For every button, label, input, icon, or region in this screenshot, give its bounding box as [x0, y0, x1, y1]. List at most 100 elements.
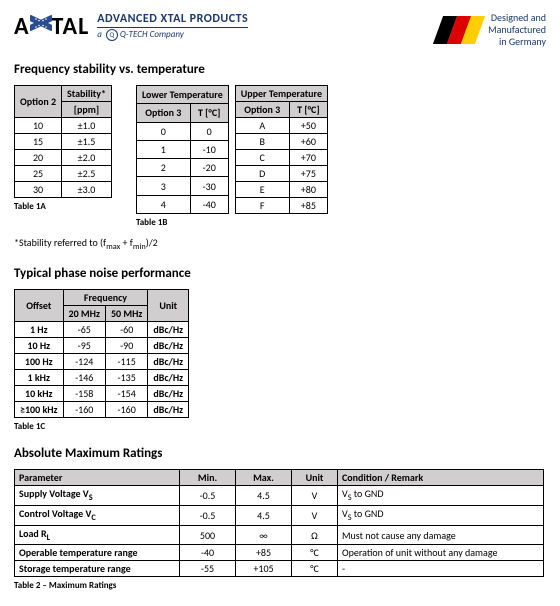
table-cell: -0.5	[180, 505, 236, 525]
table-cell: -40	[190, 195, 228, 213]
table-row: 10 kHz-158-154dBc/Hz	[15, 386, 189, 402]
table-cell: 1 kHz	[15, 370, 64, 386]
param-cell: Supply Voltage VS	[15, 486, 180, 506]
th-upper: Upper Temperature	[235, 86, 327, 102]
th-max: Max.	[236, 470, 292, 486]
brand-a: A	[14, 12, 30, 41]
brand-block: A TAL ADVANCED XTAL PRODUCTS a QQ-TECH C…	[14, 12, 248, 41]
table-row: 1-10	[136, 140, 228, 158]
table-row: 4-40	[136, 195, 228, 213]
param-cell: Control Voltage VC	[15, 505, 180, 525]
made-in-line: in Germany	[488, 36, 546, 48]
table-cell: ±1.5	[62, 134, 112, 150]
table-cell: 500	[180, 525, 236, 545]
table-cell: 10 Hz	[15, 338, 64, 354]
table-cell: -160	[63, 402, 105, 418]
th-opt3: Option 3	[235, 102, 289, 118]
table-cell: dBc/Hz	[148, 386, 189, 402]
table-cell: C	[235, 150, 289, 166]
header-right: Designed and Manufactured in Germany	[438, 12, 546, 48]
param-cell: Operable temperature range	[15, 545, 180, 561]
table-row: 100 Hz-124-115dBc/Hz	[15, 354, 189, 370]
table-cell: B	[235, 134, 289, 150]
th-ppm: [ppm]	[62, 102, 112, 118]
cond-cell: Operation of unit without any damage	[338, 545, 544, 561]
table-cell: -30	[190, 177, 228, 195]
tbody-1c: 1 Hz-65-60dBc/Hz10 Hz-95-90dBc/Hz100 Hz-…	[15, 322, 189, 418]
table-row: A+50	[235, 118, 327, 134]
cond-cell: -	[338, 561, 544, 577]
section-title-stability: Frequency stability vs. temperature	[14, 62, 546, 77]
table-cell: dBc/Hz	[148, 370, 189, 386]
fn-sub: min	[133, 242, 146, 252]
th-freq: Frequency	[63, 290, 148, 306]
table-cell: dBc/Hz	[148, 402, 189, 418]
table-cell: -135	[105, 370, 147, 386]
table-cell: 30	[15, 182, 62, 198]
table-cell: 25	[15, 166, 62, 182]
table-cell: ±3.0	[62, 182, 112, 198]
fn-text: + f	[120, 236, 133, 249]
th-offset: Offset	[15, 290, 64, 322]
table-cell: -124	[63, 354, 105, 370]
table-row: B+60	[235, 134, 327, 150]
table-cell: -0.5	[180, 486, 236, 506]
th-stability: Stability*	[62, 86, 112, 102]
table-cell: dBc/Hz	[148, 322, 189, 338]
table-cell: 10	[15, 118, 62, 134]
table-1a-wrap: Option 2 Stability* [ppm] 10±1.015±1.520…	[14, 85, 112, 212]
table-row: Operable temperature range-40+85°COperat…	[15, 545, 544, 561]
table-1b-wrap: Lower Temperature Option 3 T [°C] 001-10…	[136, 85, 328, 228]
table-cell: 100 Hz	[15, 354, 64, 370]
brand-subline: a QQ-TECH Company	[97, 29, 248, 41]
page-header: A TAL ADVANCED XTAL PRODUCTS a QQ-TECH C…	[14, 12, 546, 48]
th-cond: Condition / Remark	[338, 470, 544, 486]
table-cell: +70	[289, 150, 327, 166]
th-opt3: Option 3	[136, 104, 190, 122]
table-cell: -95	[63, 338, 105, 354]
subline-suffix: Q-TECH Company	[120, 29, 184, 40]
table-cell: 10 kHz	[15, 386, 64, 402]
table-cell: 4.5	[236, 486, 292, 506]
germany-flag-icon	[433, 16, 485, 44]
table-cell: -60	[105, 322, 147, 338]
table-cell: +75	[289, 166, 327, 182]
table-cell: 2	[136, 159, 190, 177]
tbody-1b-up: A+50B+60C+70D+75E+80F+85	[235, 118, 327, 214]
tbody-ratings: Supply Voltage VS-0.54.5VVS to GNDContro…	[15, 486, 544, 577]
table-cell: 1	[136, 140, 190, 158]
th-lower: Lower Temperature	[136, 86, 228, 104]
table-row: Storage temperature range-55+105°C-	[15, 561, 544, 577]
table-cell: ±1.0	[62, 118, 112, 134]
section-title-ratings: Absolute Maximum Ratings	[14, 446, 546, 461]
table-row: 1 kHz-146-135dBc/Hz	[15, 370, 189, 386]
table-cell: 1 Hz	[15, 322, 64, 338]
table-row: Load RL500∞ΩMust not cause any damage	[15, 525, 544, 545]
fn-text: )/2	[146, 236, 158, 249]
table-cell: ∞	[236, 525, 292, 545]
th-unit: Unit	[292, 470, 338, 486]
table-cell: ≥100 kHz	[15, 402, 64, 418]
table-cell: -90	[105, 338, 147, 354]
th-min: Min.	[180, 470, 236, 486]
th-option2: Option 2	[15, 86, 62, 118]
tbody-1b-low: 001-102-203-304-40	[136, 122, 228, 213]
table-cell: dBc/Hz	[148, 338, 189, 354]
subline-prefix: a	[97, 29, 104, 40]
th-tc: T [°C]	[289, 102, 327, 118]
caption-1c: Table 1C	[14, 421, 546, 432]
table-row: 30±3.0	[15, 182, 112, 198]
table-cell: F	[235, 198, 289, 214]
table-row: 10 Hz-95-90dBc/Hz	[15, 338, 189, 354]
brand-tag-block: ADVANCED XTAL PRODUCTS a QQ-TECH Company	[97, 12, 248, 41]
table-cell: -146	[63, 370, 105, 386]
table-row: D+75	[235, 166, 327, 182]
table-cell: ±2.5	[62, 166, 112, 182]
table-ratings: Parameter Min. Max. Unit Condition / Rem…	[14, 469, 544, 577]
brand-tagline: ADVANCED XTAL PRODUCTS	[97, 12, 248, 28]
section-title-phasenoise: Typical phase noise performance	[14, 266, 546, 281]
stability-footnote: *Stability referred to (fmax + fmin)/2	[14, 236, 546, 252]
table-cell: -40	[180, 545, 236, 561]
table-cell: +85	[289, 198, 327, 214]
qtech-icon: Q	[106, 29, 118, 41]
